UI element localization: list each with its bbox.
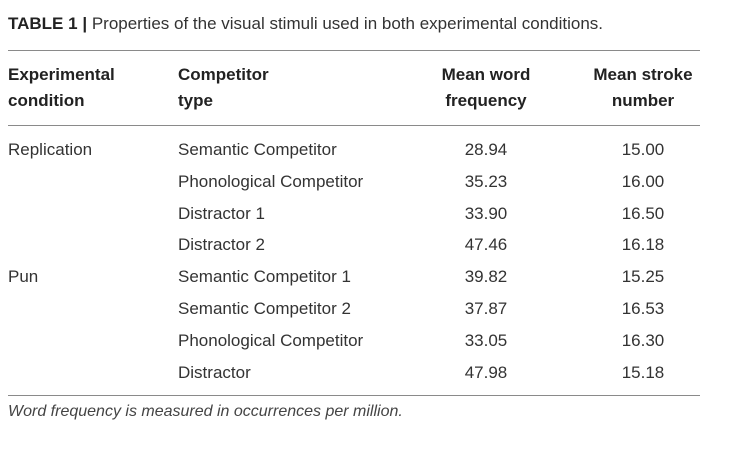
cell-frequency: 28.94	[464, 140, 508, 159]
cell-frequency: 33.05	[464, 331, 508, 350]
header-mean-word-frequency: Mean word frequency	[410, 62, 562, 114]
cell-condition: Pun	[8, 267, 39, 286]
table-number: TABLE 1	[8, 14, 78, 33]
table-row: Replication Semantic Competitor 28.94 15…	[0, 134, 756, 166]
cell-frequency: 47.46	[464, 235, 508, 254]
caption-separator: |	[82, 14, 88, 33]
cell-frequency: 37.87	[464, 299, 508, 318]
table-row: Phonological Competitor 33.05 16.30	[0, 325, 756, 357]
header-mean-stroke-number: Mean stroke number	[570, 62, 716, 114]
header-line: Mean word	[441, 65, 531, 84]
table-footnote: Word frequency is measured in occurrence…	[8, 403, 403, 420]
cell-stroke: 16.30	[621, 331, 665, 350]
header-line: Competitor	[178, 65, 269, 84]
cell-competitor: Distractor 1	[178, 204, 265, 223]
cell-frequency: 47.98	[464, 363, 508, 382]
header-line: number	[611, 91, 675, 110]
cell-stroke: 16.18	[621, 235, 665, 254]
cell-competitor: Semantic Competitor	[178, 140, 337, 159]
header-line: type	[178, 91, 213, 110]
cell-stroke: 15.25	[621, 267, 665, 286]
cell-frequency: 39.82	[464, 267, 508, 286]
cell-stroke: 16.53	[621, 299, 665, 318]
cell-stroke: 16.50	[621, 204, 665, 223]
cell-frequency: 35.23	[464, 172, 508, 191]
cell-condition: Replication	[8, 140, 93, 159]
cell-stroke: 15.00	[621, 140, 665, 159]
cell-competitor: Distractor	[178, 363, 251, 382]
table-caption: TABLE 1 | Properties of the visual stimu…	[8, 14, 603, 34]
table-top-rule	[8, 50, 700, 51]
table-row: Semantic Competitor 2 37.87 16.53	[0, 293, 756, 325]
table-header-rule	[8, 125, 700, 126]
header-line: Experimental	[8, 65, 115, 84]
header-line: Mean stroke	[593, 65, 693, 84]
cell-frequency: 33.90	[464, 204, 508, 223]
table-row: Distractor 1 33.90 16.50	[0, 198, 756, 230]
table-bottom-rule	[8, 395, 700, 396]
cell-competitor: Semantic Competitor 2	[178, 299, 351, 318]
cell-stroke: 15.18	[621, 363, 665, 382]
cell-competitor: Distractor 2	[178, 235, 265, 254]
cell-competitor: Phonological Competitor	[178, 331, 364, 350]
table-row: Distractor 2 47.46 16.18	[0, 229, 756, 261]
table-row: Phonological Competitor 35.23 16.00	[0, 166, 756, 198]
table-row: Pun Semantic Competitor 1 39.82 15.25	[0, 261, 756, 293]
header-competitor-type: Competitor type	[178, 62, 269, 114]
cell-stroke: 16.00	[621, 172, 665, 191]
cell-competitor: Semantic Competitor 1	[178, 267, 351, 286]
header-line: frequency	[445, 91, 527, 110]
cell-competitor: Phonological Competitor	[178, 172, 364, 191]
header-line: condition	[8, 91, 85, 110]
table-row: Distractor 47.98 15.18	[0, 357, 756, 389]
caption-text: Properties of the visual stimuli used in…	[91, 14, 604, 33]
header-experimental-condition: Experimental condition	[8, 62, 115, 114]
